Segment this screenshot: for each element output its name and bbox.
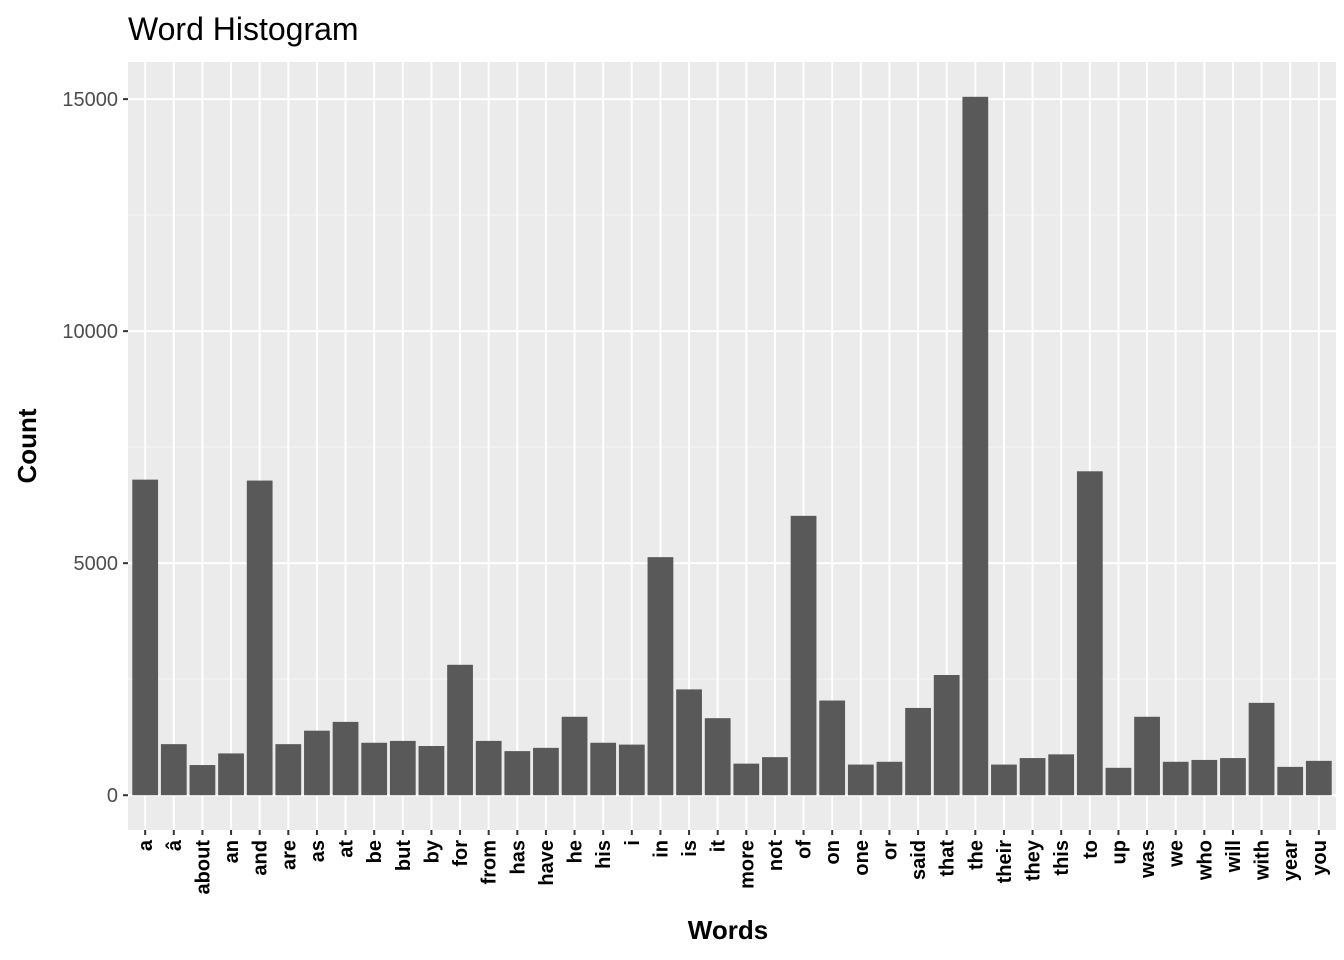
bar-i xyxy=(618,744,645,796)
bar-at xyxy=(332,721,359,796)
y-axis-title: Count xyxy=(12,408,42,483)
bar-has xyxy=(504,751,531,796)
bar-was xyxy=(1134,716,1160,796)
grid-minor xyxy=(128,214,1336,680)
bar-he xyxy=(561,716,588,796)
bar-by xyxy=(418,746,445,796)
bar-you xyxy=(1305,760,1332,796)
bar-they xyxy=(1019,758,1046,796)
x-tick-label: a xyxy=(135,839,157,851)
bar-not xyxy=(762,757,788,796)
x-tick-label: be xyxy=(364,840,386,863)
x-axis-title: Words xyxy=(688,915,768,945)
bar-year xyxy=(1277,766,1304,796)
x-tick-label: with xyxy=(1252,840,1274,881)
bar-or xyxy=(876,761,903,796)
y-tick-label: 15000 xyxy=(62,89,118,111)
x-tick-label: up xyxy=(1108,840,1130,864)
x-axis-ticks: a â about an and are as at be but by for from has have… xyxy=(135,830,1331,894)
x-tick-label: is xyxy=(679,840,701,857)
bar-who xyxy=(1191,759,1218,796)
x-tick-label: and xyxy=(250,840,272,876)
bar-be xyxy=(361,742,388,796)
x-tick-label: was xyxy=(1137,840,1159,879)
bar-as xyxy=(304,730,330,796)
x-tick-label: their xyxy=(994,840,1016,884)
x-tick-label: has xyxy=(507,840,529,874)
bar-are xyxy=(275,744,302,796)
bar-it xyxy=(704,718,731,796)
bar-up xyxy=(1105,767,1132,796)
bar-an xyxy=(218,753,244,796)
bar-his xyxy=(590,742,617,796)
bar-that xyxy=(933,675,960,796)
x-tick-label: about xyxy=(192,840,214,895)
y-tick-label: 10000 xyxy=(62,321,118,343)
x-tick-label: we xyxy=(1166,840,1188,868)
bar-is xyxy=(676,689,702,796)
plot-panel xyxy=(128,62,1336,830)
bar-said xyxy=(905,707,931,796)
x-tick-label: will xyxy=(1223,840,1245,873)
x-tick-label: are xyxy=(278,840,300,870)
y-tick-label: 5000 xyxy=(74,553,119,575)
x-tick-label: said xyxy=(908,840,930,880)
grid-major xyxy=(128,62,1336,830)
bar-but xyxy=(389,740,416,796)
x-tick-label: year xyxy=(1280,840,1302,881)
bar-about xyxy=(189,765,216,796)
x-tick-label: by xyxy=(421,839,443,863)
bar-their xyxy=(991,764,1017,796)
bar-in xyxy=(647,557,674,796)
x-tick-label: the xyxy=(965,840,987,870)
x-tick-label: on xyxy=(822,840,844,864)
x-tick-label: i xyxy=(622,840,644,846)
y-tick-label: 0 xyxy=(107,785,118,807)
x-tick-label: in xyxy=(650,840,672,858)
x-tick-label: his xyxy=(593,840,615,869)
x-tick-label: for xyxy=(450,840,472,867)
x-tick-label: not xyxy=(765,840,787,871)
bar-the xyxy=(962,96,989,796)
x-tick-label: as xyxy=(307,840,329,862)
bar-for xyxy=(447,664,473,796)
x-tick-label: he xyxy=(565,840,587,863)
bars xyxy=(132,96,1332,796)
x-tick-label: of xyxy=(794,840,816,859)
bar-a xyxy=(132,479,159,796)
x-tick-label: but xyxy=(393,840,415,871)
bar-more xyxy=(733,763,760,796)
bar-and xyxy=(246,480,273,796)
x-tick-label: â xyxy=(164,839,186,851)
x-tick-label: more xyxy=(736,840,758,889)
x-tick-label: who xyxy=(1194,840,1216,881)
bar-this xyxy=(1048,754,1075,796)
x-tick-label: one xyxy=(851,840,873,876)
x-tick-label: that xyxy=(937,840,959,877)
bar-with xyxy=(1248,702,1275,796)
bar-to xyxy=(1076,471,1103,796)
x-tick-label: an xyxy=(221,840,243,863)
x-tick-label: at xyxy=(336,840,358,858)
x-tick-label: from xyxy=(479,840,501,884)
chart-title: Word Histogram xyxy=(128,11,359,47)
x-tick-label: or xyxy=(879,840,901,860)
bar-have xyxy=(533,747,559,796)
x-tick-label: they xyxy=(1023,839,1045,881)
bar-from xyxy=(475,740,502,796)
y-axis-ticks: 0 5000 10000 15000 xyxy=(62,89,128,807)
x-tick-label: you xyxy=(1309,840,1331,876)
x-tick-label: it xyxy=(708,840,730,853)
bar-â xyxy=(160,744,187,796)
bar-one xyxy=(847,764,874,796)
x-tick-label: to xyxy=(1080,840,1102,859)
bar-of xyxy=(790,515,817,796)
x-tick-label: have xyxy=(536,840,558,886)
x-tick-label: this xyxy=(1051,840,1073,876)
bar-will xyxy=(1220,758,1246,796)
bar-we xyxy=(1162,761,1189,796)
bar-on xyxy=(819,700,846,796)
